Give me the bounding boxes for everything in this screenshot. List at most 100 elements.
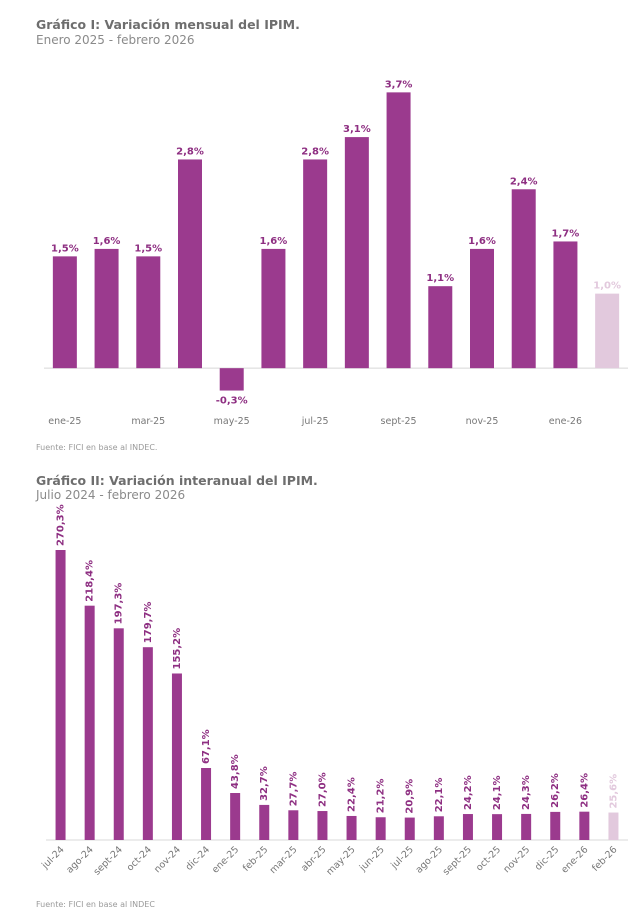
bar-sept-25 xyxy=(386,92,411,369)
bar-oct-25 xyxy=(492,814,503,840)
tick-label-dic-24: dic-24 xyxy=(184,844,213,873)
bar-nov-24 xyxy=(171,673,182,840)
data-label-ago-24: 218,4% xyxy=(85,560,96,602)
data-label-ago-25: 22,1% xyxy=(434,778,445,813)
chart-monthly-title: Gráfico I: Variación mensual del IPIM. xyxy=(36,17,300,32)
bar-jun-25 xyxy=(375,817,386,840)
data-label-abr-25: 2,8% xyxy=(176,146,204,157)
data-label-jun-25: 21,2% xyxy=(376,779,387,814)
tick-label-mar-25: mar-25 xyxy=(268,844,300,876)
bar-jul-25 xyxy=(404,817,415,840)
bar-jun-25 xyxy=(261,248,286,369)
bar-oct-24 xyxy=(142,647,153,840)
bar-dic-24 xyxy=(201,768,212,840)
tick-label-may-25: may-25 xyxy=(214,416,250,427)
bar-feb-26 xyxy=(608,812,619,840)
bar-dic-25 xyxy=(511,189,536,369)
bar-sept-24 xyxy=(113,628,124,840)
bar-mar-25 xyxy=(288,810,299,840)
tick-label-sept-24: sept-24 xyxy=(92,844,125,877)
bar-ago-24 xyxy=(84,605,95,840)
tick-label-ago-25: ago-25 xyxy=(414,844,445,875)
data-label-feb-26: 25,6% xyxy=(608,774,619,809)
tick-label-jun-25: jun-25 xyxy=(357,844,387,874)
tick-label-feb-25: feb-25 xyxy=(241,844,271,874)
tick-label-feb-26: feb-26 xyxy=(590,844,620,874)
tick-label-sept-25: sept-25 xyxy=(441,844,474,877)
bar-ene-25 xyxy=(52,256,77,369)
chart-annual-block: Gráfico II: Variación interanual del IPI… xyxy=(0,460,638,920)
bar-may-25 xyxy=(346,815,357,840)
data-label-ago-25: 3,1% xyxy=(343,124,371,135)
bar-jul-24 xyxy=(55,550,66,840)
tick-label-oct-24: oct-24 xyxy=(125,844,154,873)
tick-label-oct-25: oct-25 xyxy=(474,844,503,873)
chart-annual-title: Gráfico II: Variación interanual del IPI… xyxy=(36,473,318,488)
bar-feb-25 xyxy=(94,248,119,369)
data-label-feb-26: 1,0% xyxy=(593,281,621,292)
bar-ene-26 xyxy=(553,241,578,369)
data-label-sept-25: 3,7% xyxy=(385,79,413,90)
data-label-feb-25: 1,6% xyxy=(93,236,121,247)
chart-monthly-subtitle: Enero 2025 - febrero 2026 xyxy=(36,33,195,47)
bar-ago-25 xyxy=(344,137,369,369)
bar-jul-25 xyxy=(303,159,328,369)
chart-monthly-plot: 1,5% ene-25 1,6% 1,5% mar-25 2,8% -0,3% may-25 1… xyxy=(44,79,628,427)
data-label-sept-25: 24,2% xyxy=(463,775,474,810)
data-label-nov-25: 24,3% xyxy=(521,775,532,810)
chart-annual-subtitle: Julio 2024 - febrero 2026 xyxy=(36,488,186,502)
chart-annual-source: Fuente: FICI en base al INDEC xyxy=(36,900,155,909)
bar-abr-25 xyxy=(317,811,328,840)
data-label-feb-25: 32,7% xyxy=(259,766,270,801)
tick-label-sept-25: sept-25 xyxy=(381,416,417,427)
data-label-ene-25: 43,8% xyxy=(230,754,241,789)
bar-oct-25 xyxy=(428,286,453,369)
data-label-may-25: 22,4% xyxy=(347,777,358,812)
bar-ene-25 xyxy=(230,793,241,840)
tick-label-nov-24: nov-24 xyxy=(152,844,183,875)
tick-label-jul-24: jul-24 xyxy=(39,844,66,871)
data-label-nov-25: 1,6% xyxy=(468,236,496,247)
tick-label-nov-25: nov-25 xyxy=(466,416,499,427)
data-label-mar-25: 1,5% xyxy=(134,243,162,254)
tick-label-ago-24: ago-24 xyxy=(64,844,95,875)
data-label-jul-25: 20,9% xyxy=(405,779,416,814)
bar-mar-25 xyxy=(136,256,161,369)
data-label-dic-25: 2,4% xyxy=(510,176,538,187)
bar-feb-26 xyxy=(595,293,620,369)
chart-monthly-block: Gráfico I: Variación mensual del IPIM. E… xyxy=(36,17,628,452)
bar-abr-25 xyxy=(178,159,202,369)
data-label-oct-25: 24,1% xyxy=(492,775,503,810)
bar-ago-25 xyxy=(433,816,444,840)
bar-feb-25 xyxy=(259,804,270,840)
data-label-jul-25: 2,8% xyxy=(301,146,329,157)
data-label-ene-25: 1,5% xyxy=(51,243,79,254)
tick-label-ene-25: ene-25 xyxy=(210,844,241,875)
bar-sept-25 xyxy=(462,814,473,840)
bar-ene-26 xyxy=(579,811,590,840)
data-label-sept-24: 197,3% xyxy=(114,583,125,625)
data-label-oct-25: 1,1% xyxy=(426,273,454,284)
data-label-nov-24: 155,2% xyxy=(172,628,183,670)
bar-may-25 xyxy=(219,368,244,391)
bar-nov-25 xyxy=(470,248,494,369)
data-label-mar-25: 27,7% xyxy=(288,772,299,807)
data-label-ene-26: 26,4% xyxy=(579,773,590,808)
chart-monthly-source: Fuente: FICI en base al INDEC. xyxy=(36,443,158,452)
tick-label-jul-25: jul-25 xyxy=(388,844,415,871)
data-label-jul-24: 270,3% xyxy=(56,504,67,546)
tick-label-jul-25: jul-25 xyxy=(301,416,329,427)
chart-annual-plot: 270,3% jul-24 218,4% ago-24 197,3% sept-24 179… xyxy=(39,504,628,878)
data-label-dic-25: 26,2% xyxy=(550,773,561,808)
bar-dic-25 xyxy=(550,811,561,840)
tick-label-mar-25: mar-25 xyxy=(131,416,165,427)
tick-label-ene-26: ene-26 xyxy=(559,844,590,875)
tick-label-nov-25: nov-25 xyxy=(501,844,532,875)
data-label-oct-24: 179,7% xyxy=(143,602,154,644)
tick-label-dic-25: dic-25 xyxy=(533,844,562,873)
tick-label-ene-25: ene-25 xyxy=(48,416,81,427)
data-label-ene-26: 1,7% xyxy=(552,228,580,239)
data-label-may-25: -0,3% xyxy=(216,396,248,407)
data-label-jun-25: 1,6% xyxy=(260,236,288,247)
bar-nov-25 xyxy=(521,813,532,840)
